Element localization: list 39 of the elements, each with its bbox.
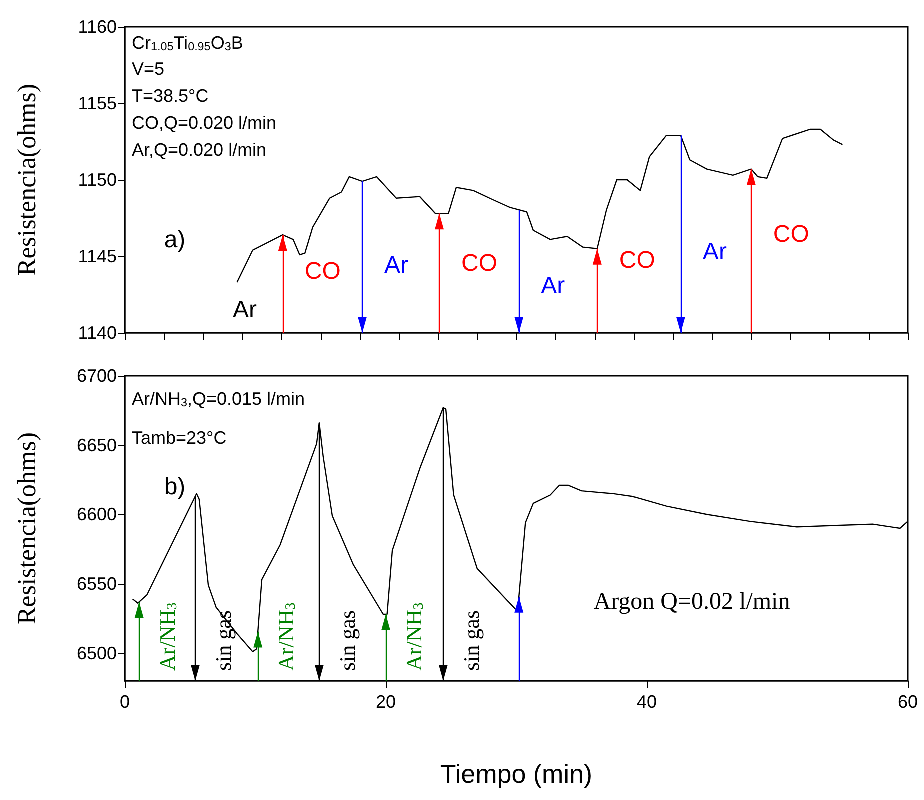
annotation: CO,Q=0.020 l/min xyxy=(132,113,277,133)
x-tick-label: 40 xyxy=(636,692,658,712)
annotation: a) xyxy=(164,226,186,254)
y-tick-label: 1150 xyxy=(78,170,117,190)
ref-line-label: Ar/NH3 xyxy=(154,602,180,671)
x-axis-title: Tiempo (min) xyxy=(440,759,593,789)
ref-line-label: Ar/NH3 xyxy=(402,602,427,671)
ref-line-label: Ar xyxy=(702,238,727,266)
ref-line-label: sin gas xyxy=(210,610,236,671)
ref-line-label: sin gas xyxy=(458,610,484,671)
y-tick-label: 6700 xyxy=(76,366,117,386)
ref-line-label: CO xyxy=(462,250,498,277)
ref-line-label: CO xyxy=(773,220,810,248)
y-tick-label: 1140 xyxy=(78,323,117,343)
y-axis-title: Resistencia(ohms) xyxy=(12,432,42,625)
x-tick-label: 0 xyxy=(120,692,130,712)
y-tick-label: 1160 xyxy=(78,17,117,37)
y-axis-title: Resistencia(ohms) xyxy=(12,84,42,276)
ref-line-label: sin gas xyxy=(334,610,360,671)
y-tick-label: 1145 xyxy=(78,246,117,266)
y-tick-label: 6500 xyxy=(76,643,117,664)
ref-line-label: Ar/NH3 xyxy=(274,602,300,671)
y-tick-label: 6650 xyxy=(76,435,117,456)
annotation: b) xyxy=(164,474,186,500)
annotation: Tamb=23°C xyxy=(132,428,227,448)
y-tick-label: 6600 xyxy=(76,504,117,525)
annotation: T=38.5°C xyxy=(132,86,209,106)
ref-line-label: CO xyxy=(304,258,341,286)
x-tick-label: 20 xyxy=(376,692,396,712)
annotation: V=5 xyxy=(132,59,165,79)
ref-line-label: Ar xyxy=(384,252,409,280)
y-tick-label: 6550 xyxy=(76,574,117,594)
y-tick-label: 1155 xyxy=(78,94,117,114)
ref-line-label: CO xyxy=(619,247,656,274)
ref-line-label: Ar xyxy=(541,272,566,300)
annotation: Argon Q=0.02 l/min xyxy=(594,589,790,615)
annotation: Ar xyxy=(233,296,258,324)
annotation: Ar,Q=0.020 l/min xyxy=(132,140,267,160)
x-tick-label: 60 xyxy=(898,692,918,712)
